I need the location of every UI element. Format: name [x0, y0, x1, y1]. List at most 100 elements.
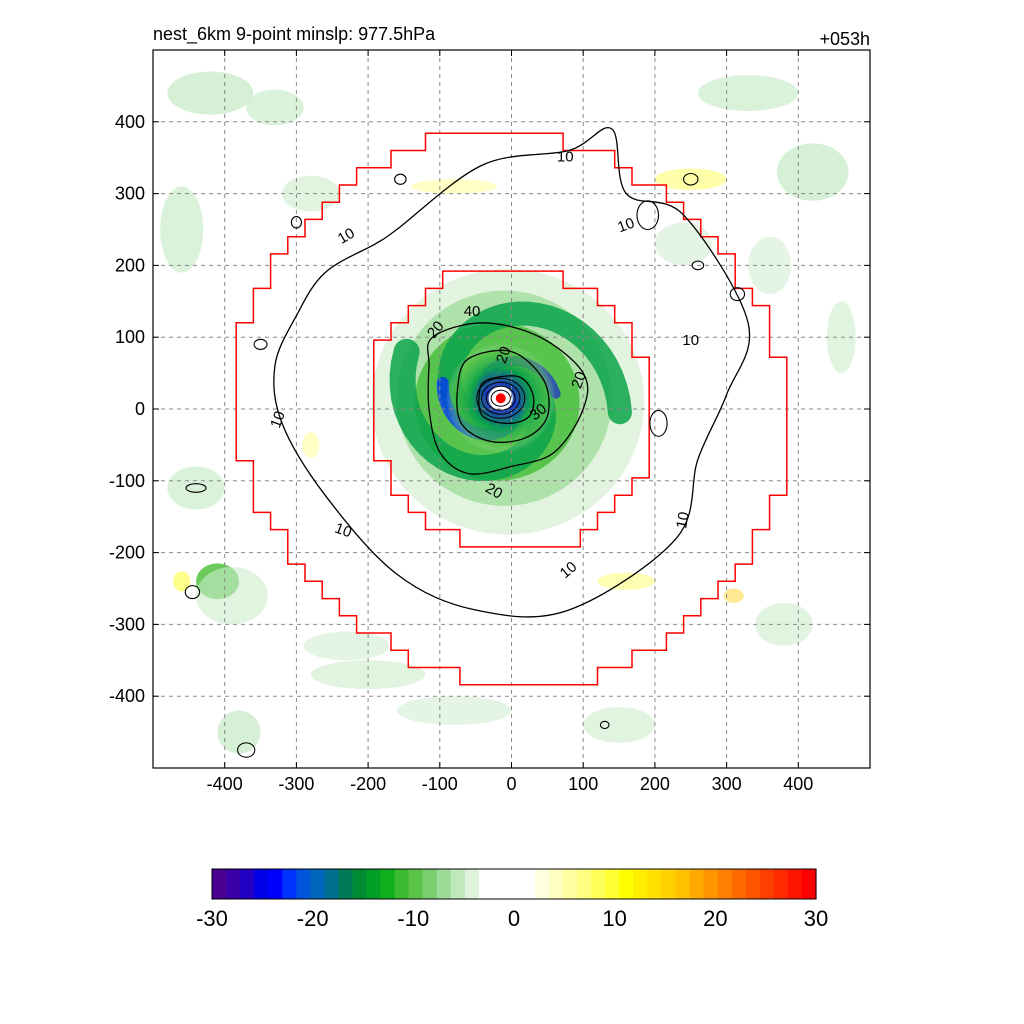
contour-label: 20 — [568, 369, 590, 390]
field-patch — [246, 89, 304, 126]
colorbar-swatch — [464, 869, 480, 899]
colorbar-swatch — [422, 869, 438, 899]
x-tick-label: -400 — [207, 774, 243, 794]
colorbar-swatch — [226, 869, 241, 899]
nest-boundary-outer — [235, 132, 788, 686]
x-tick-label: 300 — [712, 774, 742, 794]
nest-boundary-inner — [373, 270, 650, 548]
colorbar-tick-label: 10 — [602, 906, 626, 931]
colorbar-swatch — [731, 869, 747, 899]
contour-label: 10 — [335, 225, 358, 248]
chart-title: nest_6km 9-point minslp: 977.5hPa — [153, 24, 436, 45]
colorbar-frame — [211, 868, 817, 900]
contour-cell-10 — [237, 742, 256, 758]
colorbar-tick-label: 0 — [508, 906, 520, 931]
colorbar-swatch — [703, 869, 719, 899]
field-patch — [654, 168, 727, 191]
field-patch — [167, 466, 225, 510]
field-patch — [302, 431, 320, 458]
y-tick-label: 300 — [115, 184, 145, 204]
colorbar-swatch — [254, 869, 269, 899]
colorbar-swatch — [787, 869, 803, 899]
colorbar-tick-label: -20 — [297, 906, 329, 931]
colorbar-swatch — [212, 869, 227, 899]
field-patch — [173, 571, 191, 592]
colorbar-swatch — [773, 869, 789, 899]
colorbar-swatch — [633, 869, 649, 899]
colorbar-swatch — [296, 869, 311, 899]
y-tick-label: 100 — [115, 327, 145, 347]
x-tick-label: 200 — [640, 774, 670, 794]
colorbar-swatch — [324, 869, 340, 899]
y-tick-label: -100 — [109, 471, 145, 491]
field-patch — [583, 706, 655, 743]
colorbar-swatch — [366, 869, 382, 899]
y-tick-label: 200 — [115, 255, 145, 275]
field-patch — [597, 572, 655, 590]
colorbar-swatch — [591, 869, 606, 899]
contour-cell-10 — [691, 260, 705, 271]
x-tick-label: -200 — [350, 774, 386, 794]
colorbar-swatch — [338, 869, 354, 899]
contour-eye-ring — [485, 385, 516, 411]
field-patch — [167, 71, 254, 115]
field-patch — [303, 631, 390, 661]
y-tick-label: 0 — [135, 399, 145, 419]
colorbar-swatch — [563, 869, 578, 899]
colorbar-swatch — [535, 869, 550, 899]
colorbar-swatch — [619, 869, 634, 899]
colorbar-swatch — [240, 869, 255, 899]
colorbar-swatch — [394, 869, 410, 899]
colorbar-swatch — [492, 869, 508, 899]
contour-cell-10 — [394, 173, 407, 185]
colorbar-swatch — [577, 869, 592, 899]
contour-cell-10 — [184, 585, 201, 600]
colorbar-swatch — [605, 869, 620, 899]
contour-label: 10 — [267, 409, 289, 430]
colorbar-tick-label: 20 — [703, 906, 727, 931]
contour-label: 10 — [332, 520, 353, 542]
contour-40 — [478, 375, 535, 425]
colorbar-tick-label: -10 — [397, 906, 429, 931]
x-tick-label: 100 — [568, 774, 598, 794]
field-patch — [396, 696, 512, 725]
x-tick-label: 0 — [506, 774, 516, 794]
contour-label: 40 — [464, 303, 481, 320]
colorbar-swatch — [647, 869, 663, 899]
colorbar-tick-label: -30 — [196, 906, 228, 931]
colorbar: -30 -20 -10 0 10 20 30 — [196, 868, 828, 931]
contour-label: 10 — [557, 558, 581, 582]
colorbar-swatch — [506, 869, 522, 899]
colorbar-swatch — [521, 869, 536, 899]
x-tick-label: 400 — [783, 774, 813, 794]
contour-label: 10 — [615, 215, 636, 237]
x-tick-label: -100 — [422, 774, 458, 794]
colorbar-swatch — [408, 869, 424, 899]
nest-boundaries — [235, 132, 788, 686]
contour-cell-10 — [636, 200, 660, 231]
contour-label: 10 — [682, 332, 699, 349]
field-patch — [697, 75, 799, 112]
colorbar-swatch — [310, 869, 325, 899]
field-patch — [654, 222, 713, 266]
colorbar-swatch — [745, 869, 761, 899]
contour-label: 20 — [493, 344, 515, 365]
colorbar-swatch — [759, 869, 775, 899]
contour-cell-10 — [599, 720, 610, 730]
colorbar-swatch — [352, 869, 368, 899]
field-patch — [160, 186, 204, 273]
colorbar-swatch — [282, 869, 297, 899]
colorbar-swatch — [661, 869, 677, 899]
y-tick-label: -200 — [109, 543, 145, 563]
contour-label: 20 — [482, 480, 505, 503]
contour-eye-ring — [490, 389, 511, 407]
colorbar-swatch — [717, 869, 733, 899]
contour-cell-10 — [253, 338, 268, 350]
contour-label: 10 — [557, 149, 574, 166]
contour-20 — [427, 322, 589, 475]
y-tick-label: -300 — [109, 614, 145, 634]
contour-label: 10 — [673, 511, 693, 530]
y-tick-label: -400 — [109, 686, 145, 706]
field-patch — [196, 566, 268, 625]
